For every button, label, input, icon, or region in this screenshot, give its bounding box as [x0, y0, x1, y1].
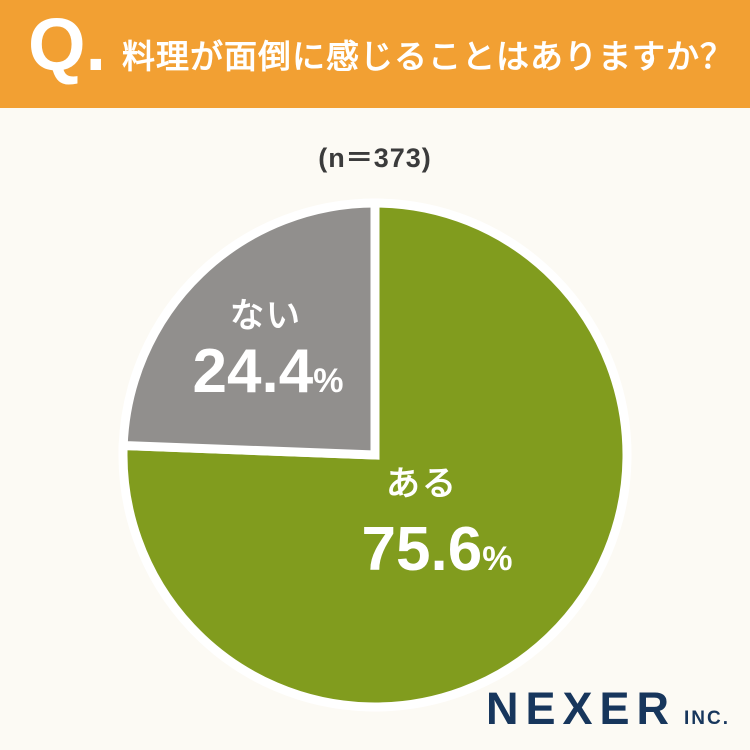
pie-slice-1: [118, 198, 380, 460]
sample-size-label: (n＝373): [318, 143, 432, 173]
q-mark-label: Q.: [28, 3, 107, 86]
pie-value-nai-unit: %: [313, 362, 344, 400]
brand-suffix: INC.: [684, 708, 730, 729]
pie-value-aru-number: 75.6: [361, 515, 483, 584]
brand-logo: NEXER INC.: [486, 686, 730, 731]
question-header: Q. 料理が面倒に感じることはありますか？: [0, 0, 750, 108]
pie-label-nai: ない: [230, 297, 302, 335]
pie-value-aru: 75.6%: [362, 519, 513, 581]
brand-name: NEXER: [485, 683, 676, 734]
pie-value-nai: 24.4%: [193, 341, 344, 403]
pie-value-nai-number: 24.4: [192, 337, 314, 406]
pie-label-aru: ある: [386, 465, 458, 503]
pie-value-aru-unit: %: [482, 540, 513, 578]
question-text: 料理が面倒に感じることはありますか？: [122, 38, 734, 75]
